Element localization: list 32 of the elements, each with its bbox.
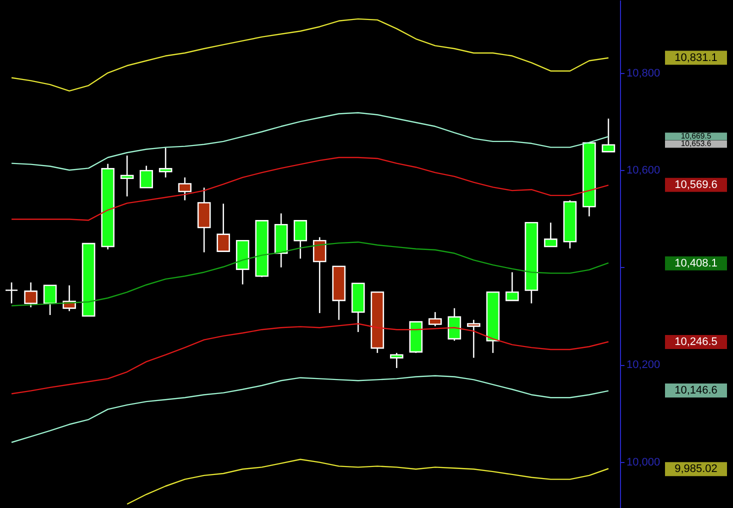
candlestick [140, 165, 153, 188]
candlestick [312, 236, 326, 314]
candlestick [506, 272, 519, 302]
candlestick [178, 176, 192, 201]
y-tick-label: 10,600 [626, 164, 660, 177]
candlestick [294, 220, 308, 260]
y-tick-label: 10,000 [626, 456, 660, 468]
y2-tick-label: 10,569.6 [674, 178, 718, 191]
y2-tick-label: 10,408.1 [674, 257, 718, 270]
candlestick [602, 118, 616, 152]
y2-tick-label: 10,146.6 [674, 384, 718, 397]
candlestick [428, 311, 442, 327]
line-series [10, 375, 610, 443]
candlestick [448, 308, 462, 342]
candlestick [467, 319, 480, 358]
y-tick-label: 10,800 [626, 67, 660, 80]
y2-tick-label: 9,985.02 [674, 463, 718, 476]
candlestick [216, 203, 230, 252]
y2-tick-label: 10,246.5 [674, 336, 718, 348]
candlestick [158, 147, 172, 178]
line-series [10, 112, 610, 171]
candlestick [120, 154, 134, 198]
y-tick-label: 10,200 [626, 359, 660, 372]
line-series [10, 156, 610, 221]
line-series [126, 458, 610, 505]
y2-tick-label: 10,831.1 [674, 52, 718, 64]
candlestick [390, 352, 404, 369]
candlestick [4, 282, 18, 304]
line-series [10, 18, 610, 92]
candlestick [43, 284, 57, 316]
candlestick [24, 282, 38, 308]
candlestick [544, 222, 558, 248]
